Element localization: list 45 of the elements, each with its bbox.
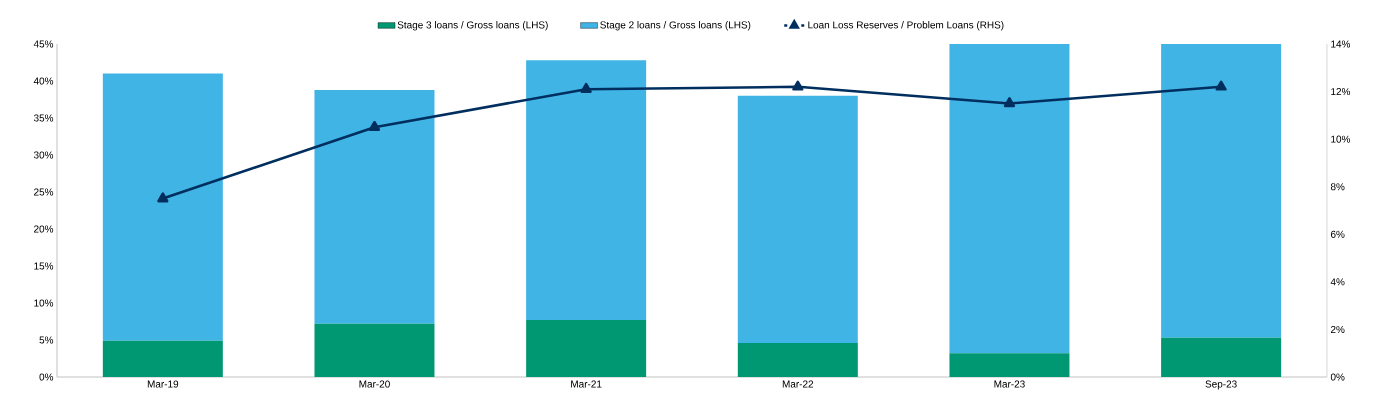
x-tick-label: Mar-22 xyxy=(782,380,814,388)
bar xyxy=(102,73,223,341)
y2-tick-label: 4% xyxy=(1330,278,1345,286)
point xyxy=(580,82,592,93)
y-tick-label: 25% xyxy=(34,188,54,196)
legend-label: Stage 3 loans / Gross loans (LHS) xyxy=(397,21,548,31)
y2-tick-label: 2% xyxy=(1330,325,1345,333)
y-tick-label: 30% xyxy=(33,151,54,159)
y-tick-label: 45% xyxy=(33,40,54,48)
x-tick-label: Mar-23 xyxy=(994,380,1025,388)
y-tick-label: 0% xyxy=(39,373,54,381)
x-tick-label: Mar-21 xyxy=(571,380,602,388)
x-tick-label: Mar-19 xyxy=(147,380,179,388)
bar xyxy=(1161,337,1282,377)
y2-tick-label: 14% xyxy=(1331,40,1351,48)
point xyxy=(792,80,804,91)
y-tick-label: 35% xyxy=(33,114,54,122)
y-tick-label: 10% xyxy=(34,299,54,307)
legend-label: Loan Loss Reserves / Problem Loans (RHS) xyxy=(808,21,1004,31)
bar xyxy=(737,95,858,343)
bar xyxy=(526,320,647,377)
y-tick-label: 20% xyxy=(34,225,54,233)
y2-tick-label: 0% xyxy=(1330,373,1345,381)
point xyxy=(1215,80,1227,91)
y-tick-label: 15% xyxy=(34,262,54,270)
bar xyxy=(949,44,1070,354)
bar xyxy=(949,353,1070,377)
y2-tick-label: 8% xyxy=(1330,183,1345,191)
x-tick-label: Mar-20 xyxy=(359,380,390,388)
y-tick-label: 40% xyxy=(33,77,54,85)
y-tick-label: 5% xyxy=(39,336,54,344)
bar xyxy=(1161,44,1282,338)
x-tick-label: Sep-23 xyxy=(1205,380,1237,390)
point xyxy=(368,120,381,132)
point xyxy=(157,192,169,203)
bar xyxy=(526,60,647,321)
y2-tick-label: 6% xyxy=(1330,230,1345,238)
bar xyxy=(314,323,435,377)
bar xyxy=(314,89,435,324)
bar xyxy=(737,342,858,377)
point xyxy=(1003,97,1016,108)
y2-tick-label: 10% xyxy=(1331,135,1351,143)
bar xyxy=(102,340,223,377)
legend-label: Stage 2 loans / Gross loans (LHS) xyxy=(600,21,751,31)
y2-tick-label: 12% xyxy=(1331,88,1351,96)
